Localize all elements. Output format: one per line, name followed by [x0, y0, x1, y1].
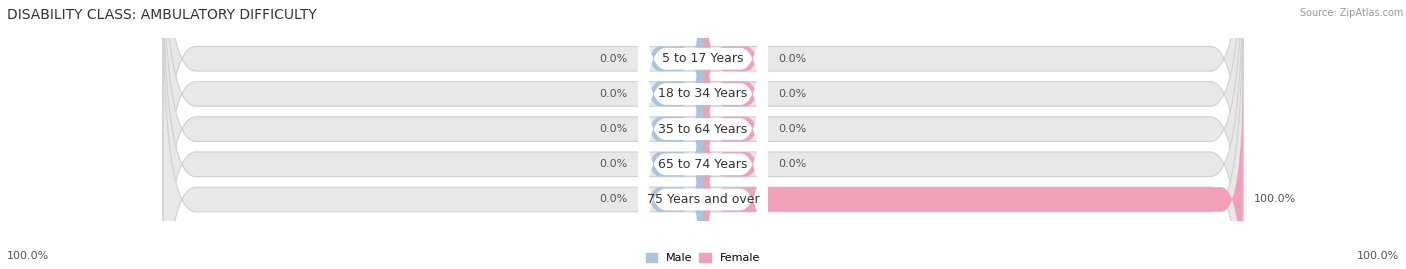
- FancyBboxPatch shape: [638, 36, 703, 269]
- Text: 100.0%: 100.0%: [1357, 251, 1399, 261]
- FancyBboxPatch shape: [163, 0, 1243, 257]
- Text: 75 Years and over: 75 Years and over: [647, 193, 759, 206]
- FancyBboxPatch shape: [638, 0, 703, 187]
- FancyBboxPatch shape: [638, 0, 703, 222]
- FancyBboxPatch shape: [638, 1, 703, 257]
- Legend: Male, Female: Male, Female: [647, 253, 759, 263]
- FancyBboxPatch shape: [703, 36, 768, 269]
- FancyBboxPatch shape: [703, 1, 768, 257]
- Text: 0.0%: 0.0%: [779, 159, 807, 169]
- FancyBboxPatch shape: [638, 0, 768, 259]
- Text: 0.0%: 0.0%: [599, 54, 627, 64]
- FancyBboxPatch shape: [703, 0, 768, 222]
- Text: 0.0%: 0.0%: [599, 124, 627, 134]
- FancyBboxPatch shape: [163, 0, 1243, 269]
- FancyBboxPatch shape: [638, 0, 768, 269]
- Text: 35 to 64 Years: 35 to 64 Years: [658, 123, 748, 136]
- Text: 100.0%: 100.0%: [1254, 194, 1296, 204]
- FancyBboxPatch shape: [703, 71, 1243, 269]
- FancyBboxPatch shape: [163, 1, 1243, 269]
- Text: 0.0%: 0.0%: [599, 194, 627, 204]
- Text: 18 to 34 Years: 18 to 34 Years: [658, 87, 748, 100]
- FancyBboxPatch shape: [163, 0, 1243, 269]
- Text: Source: ZipAtlas.com: Source: ZipAtlas.com: [1299, 8, 1403, 18]
- FancyBboxPatch shape: [703, 0, 768, 187]
- Text: 65 to 74 Years: 65 to 74 Years: [658, 158, 748, 171]
- Text: 5 to 17 Years: 5 to 17 Years: [662, 52, 744, 65]
- Text: 100.0%: 100.0%: [7, 251, 49, 261]
- Text: 0.0%: 0.0%: [599, 89, 627, 99]
- Text: 0.0%: 0.0%: [779, 54, 807, 64]
- FancyBboxPatch shape: [638, 0, 768, 224]
- FancyBboxPatch shape: [638, 71, 703, 269]
- Text: 0.0%: 0.0%: [599, 159, 627, 169]
- FancyBboxPatch shape: [638, 0, 768, 269]
- Text: 0.0%: 0.0%: [779, 89, 807, 99]
- Text: 0.0%: 0.0%: [779, 124, 807, 134]
- FancyBboxPatch shape: [163, 0, 1243, 269]
- FancyBboxPatch shape: [638, 34, 768, 269]
- Text: DISABILITY CLASS: AMBULATORY DIFFICULTY: DISABILITY CLASS: AMBULATORY DIFFICULTY: [7, 8, 316, 22]
